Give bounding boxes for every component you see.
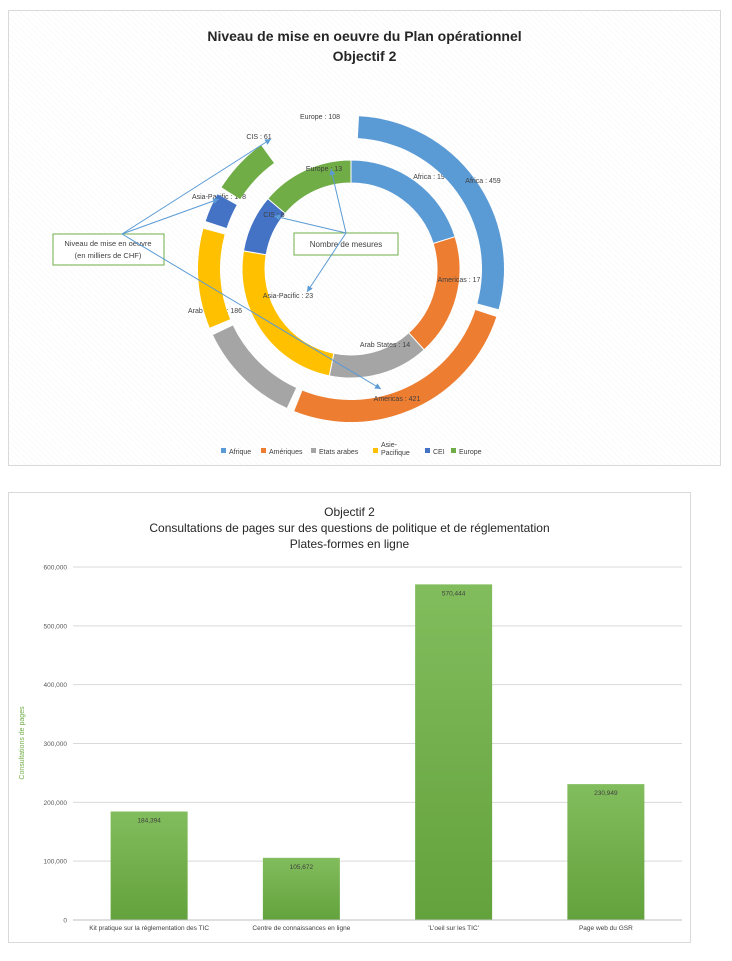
inner-ring-slice-africa-19 bbox=[350, 159, 456, 245]
y-tick-label-4: 400,000 bbox=[44, 682, 68, 689]
inner-ring-label-africa-19: Africa : 19 bbox=[413, 174, 445, 181]
legend-swatch-etats-arabes bbox=[311, 448, 316, 453]
legend-label-etats-arabes-0: Etats arabes bbox=[319, 449, 359, 456]
outer-ring-slice-americas-421 bbox=[294, 310, 497, 422]
bar-value-label-kit-pratique-sur-la-r-glementation-des-tic: 184,394 bbox=[137, 818, 161, 825]
callout-text-measures: Nombre de mesures bbox=[310, 240, 382, 249]
legend-swatch-asie-pacifique bbox=[373, 448, 378, 453]
legend-swatch-am-riques bbox=[261, 448, 266, 453]
bar-kit-pratique-sur-la-r-glementation-des-tic bbox=[110, 811, 188, 920]
bar-chart-panel: Objectif 2 Consultations de pages sur de… bbox=[8, 492, 691, 943]
bar-chart-title-line-2: Consultations de pages sur des questions… bbox=[149, 521, 550, 535]
inner-ring-label-asia-pacific-23: Asia-Pacific : 23 bbox=[263, 293, 313, 300]
outer-ring-label-americas-421: Americas : 421 bbox=[374, 396, 421, 403]
inner-ring-slice-arab-states-14 bbox=[328, 332, 425, 379]
callout-arrow-implementation-level-2 bbox=[121, 233, 382, 390]
bar-value-label-centre-de-connaissances-en-ligne: 105,672 bbox=[290, 864, 314, 871]
bar-value-label-l-oeil-sur-les-tic: 570,444 bbox=[442, 590, 466, 597]
y-axis-label: Consultations de pages bbox=[19, 706, 26, 780]
callout-box-implementation-level bbox=[52, 233, 165, 266]
donut-chart-plot: Africa : 19 Americas : 17 Arab States : 14… bbox=[52, 114, 505, 457]
bar-value-label-page-web-du-gsr: 230,949 bbox=[594, 790, 618, 797]
legend-label-cei-0: CEI bbox=[433, 449, 445, 456]
outer-ring-label-europe-108: Europe : 108 bbox=[300, 114, 340, 121]
y-tick-label-3: 300,000 bbox=[44, 741, 68, 748]
y-tick-label-2: 200,000 bbox=[44, 800, 68, 807]
outer-ring-label-cis-61: CIS : 61 bbox=[246, 134, 271, 141]
y-tick-label-5: 500,000 bbox=[44, 623, 68, 630]
inner-ring-label-arab-states-14: Arab States : 14 bbox=[360, 342, 410, 349]
callout-arrow-implementation-level-0 bbox=[121, 198, 220, 235]
legend-label-europe-0: Europe bbox=[459, 449, 482, 456]
inner-ring-slice-asia-pacific-23 bbox=[241, 250, 335, 377]
donut-chart-title-line-1: Niveau de mise en oeuvre du Plan opérati… bbox=[207, 28, 522, 44]
outer-ring-slice-asia-pacific-178 bbox=[198, 228, 231, 328]
inner-ring-slice-americas-17 bbox=[407, 236, 461, 351]
outer-ring-label-africa-459: Africa : 459 bbox=[465, 178, 501, 185]
legend-label-afrique-0: Afrique bbox=[229, 449, 251, 456]
y-tick-label-1: 100,000 bbox=[44, 859, 68, 866]
callout-arrow-implementation-level-1 bbox=[121, 138, 272, 235]
y-tick-label-6: 600,000 bbox=[44, 565, 68, 572]
donut-chart-title-line-2: Objectif 2 bbox=[332, 48, 397, 64]
legend-swatch-afrique bbox=[221, 448, 226, 453]
callout-text-implementation-level-1: (en milliers de CHF) bbox=[75, 251, 142, 260]
outer-ring-slice-arab-states-186 bbox=[212, 325, 297, 408]
legend-swatch-europe bbox=[451, 448, 456, 453]
inner-ring-label-europe-13: Europe : 13 bbox=[306, 166, 342, 173]
x-tick-label-l-oeil-sur-les-tic: 'L'oeil sur les TIC' bbox=[428, 925, 479, 932]
legend-label-asie-pacifique-0: Asie- bbox=[381, 442, 398, 449]
outer-ring-slice-europe-108 bbox=[221, 145, 275, 200]
bar-chart-plot: 0 100,000 200,000 300,000 400,000 500,000 600,… bbox=[19, 565, 682, 932]
bar-chart-title-line-3: Plates-formes en ligne bbox=[289, 537, 410, 551]
callout-arrow-measures-0 bbox=[329, 168, 347, 234]
y-tick-label-0: 0 bbox=[63, 918, 67, 925]
bar-l-oeil-sur-les-tic bbox=[415, 584, 493, 920]
callout-arrow-measures-1 bbox=[273, 214, 347, 234]
legend-label-am-riques-0: Amériques bbox=[269, 449, 303, 456]
inner-ring-label-americas-17: Americas : 17 bbox=[438, 277, 481, 284]
legend-label-asie-pacifique-1: Pacifique bbox=[381, 450, 410, 457]
x-tick-label-page-web-du-gsr: Page web du GSR bbox=[579, 925, 633, 932]
callout-arrow-measures-2 bbox=[306, 232, 347, 293]
x-tick-label-kit-pratique-sur-la-r-glementation-des-tic: Kit pratique sur la réglementation des T… bbox=[89, 925, 209, 932]
x-tick-label-centre-de-connaissances-en-ligne: Centre de connaissances en ligne bbox=[252, 925, 350, 932]
donut-chart-panel: Niveau de mise en oeuvre du Plan opérati… bbox=[8, 10, 721, 466]
bar-chart-title-line-1: Objectif 2 bbox=[324, 505, 375, 519]
bar-centre-de-connaissances-en-ligne bbox=[262, 857, 340, 920]
bar-page-web-du-gsr bbox=[567, 784, 645, 920]
legend-swatch-cei bbox=[425, 448, 430, 453]
outer-ring-slice-africa-459 bbox=[357, 116, 505, 310]
callout-text-implementation-level-0: Niveau de mise en oeuvre bbox=[64, 239, 151, 248]
